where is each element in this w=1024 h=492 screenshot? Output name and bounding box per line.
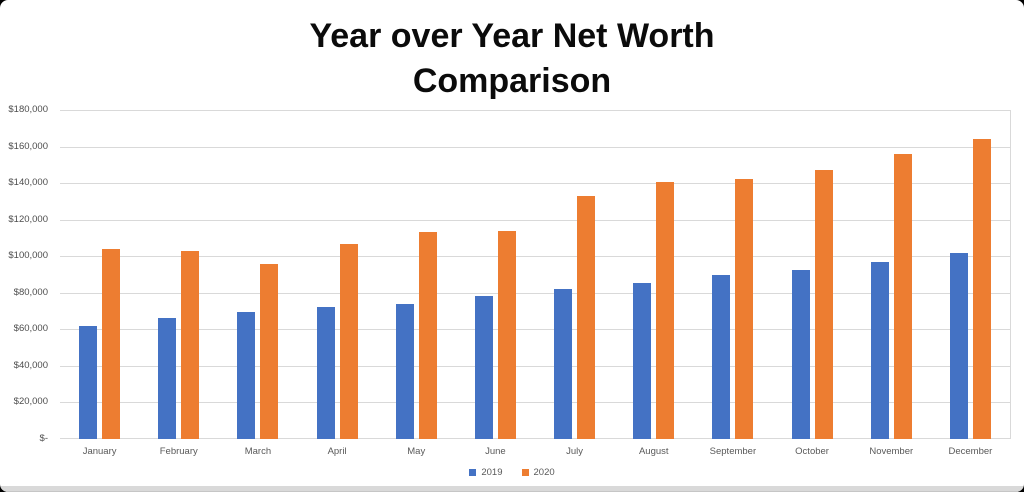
bar-2020-july: [577, 195, 596, 439]
bar-2019-august: [633, 282, 652, 439]
legend-label-2020: 2020: [533, 467, 555, 478]
y-axis-tick-label: $120,000: [8, 213, 48, 225]
bar-2019-january: [79, 325, 98, 439]
y-axis-labels: $180,000 $160,000 $140,000 $120,000 $100,000…: [0, 104, 48, 444]
gridline: [60, 256, 1010, 258]
chart-title-line2: Comparison: [412, 62, 612, 100]
gridline: [60, 365, 1010, 367]
bar-2019-october: [791, 269, 810, 439]
legend-swatch-2019: [469, 469, 477, 476]
gridline: [60, 292, 1010, 294]
x-axis-label-december: December: [948, 446, 993, 457]
y-axis-tick-label: $160,000: [8, 140, 48, 152]
bar-2020-september: [735, 178, 754, 439]
chart-title: Year over Year Net Worth Comparison: [0, 14, 1024, 104]
bar-2020-january: [102, 248, 121, 439]
gridline: [60, 438, 1010, 439]
bottom-edge-strip: [0, 486, 1024, 492]
y-axis-tick-label: $180,000: [8, 104, 48, 115]
x-axis-label-february: February: [159, 446, 198, 457]
y-axis-tick-label: $-: [39, 433, 48, 444]
bar-2019-april: [316, 306, 335, 439]
legend-item-2020: 2020: [521, 467, 555, 478]
y-axis-tick-label: $60,000: [13, 323, 48, 335]
gridline: [60, 329, 1010, 331]
bar-2020-march: [260, 263, 279, 439]
y-axis-tick-label: $140,000: [8, 177, 48, 189]
bar-2020-april: [339, 244, 358, 439]
y-axis-tick-label: $40,000: [13, 359, 48, 371]
x-axis-label-march: March: [244, 446, 272, 457]
x-axis-label-june: June: [485, 446, 506, 457]
bar-2019-december: [949, 253, 968, 439]
bar-2020-february: [181, 250, 200, 439]
legend-swatch-2020: [521, 469, 529, 476]
x-axis-label-april: April: [327, 446, 347, 457]
bar-2020-may: [418, 232, 437, 439]
legend-label-2019: 2019: [481, 467, 503, 478]
bar-2019-march: [237, 311, 256, 439]
bar-2020-august: [656, 182, 675, 439]
gridline: [60, 110, 1010, 111]
bar-2019-july: [554, 289, 573, 439]
x-axis-label-october: October: [795, 446, 829, 457]
x-axis-label-august: August: [638, 446, 669, 457]
gridline: [60, 183, 1010, 185]
bar-2020-november: [893, 153, 912, 439]
gridline: [60, 402, 1010, 404]
bar-2020-december: [972, 139, 991, 439]
bar-2019-june: [474, 296, 493, 439]
x-axis-labels: January February March April May June July Augu…: [60, 446, 1010, 460]
bar-2019-november: [870, 261, 889, 439]
bar-2020-june: [497, 230, 516, 439]
x-axis-label-september: September: [709, 446, 757, 457]
x-axis-label-january: January: [82, 446, 117, 457]
y-axis-tick-label: $100,000: [8, 250, 48, 262]
bar-2020-october: [814, 170, 833, 439]
bar-2019-may: [395, 303, 414, 439]
gridline: [60, 146, 1010, 148]
x-axis-label-november: November: [869, 446, 914, 457]
plot-area: [60, 110, 1011, 439]
legend-item-2019: 2019: [469, 467, 503, 478]
gridline: [60, 219, 1010, 221]
bar-2019-september: [712, 275, 731, 439]
x-axis-label-july: July: [566, 446, 584, 457]
bar-2019-february: [158, 318, 177, 439]
x-axis-label-may: May: [407, 446, 426, 457]
y-axis-tick-label: $80,000: [13, 286, 48, 298]
chart-title-line1: Year over Year Net Worth: [309, 17, 715, 55]
legend: 2019 2020: [0, 467, 1024, 478]
y-axis-tick-label: $20,000: [13, 396, 48, 408]
